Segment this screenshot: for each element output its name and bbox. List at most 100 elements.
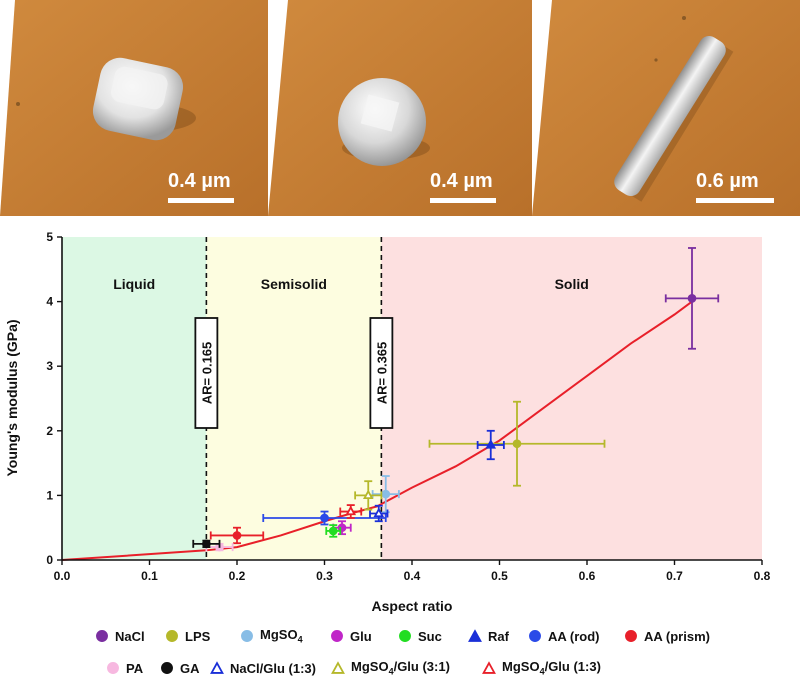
y-tick-label: 3: [46, 359, 53, 373]
legend-marker-icon: [331, 661, 345, 674]
legend-marker-icon: [107, 662, 119, 674]
axes: 0.0 0.1 0.2 0.3 0.4 0.5 0.6 0.7 0.8 0 1 2 3 4 5: [46, 230, 770, 583]
threshold-label: AR= 0.165: [199, 342, 214, 405]
data-marker: [362, 489, 374, 500]
legend-symbol: [331, 661, 345, 674]
legend-label: AA (rod): [548, 628, 600, 644]
legend-item: NaCl: [95, 624, 145, 648]
legend-item: NaCl/Glu (1:3): [210, 656, 316, 680]
scale-bar: [696, 198, 774, 203]
legend-marker-icon: [468, 629, 482, 642]
point-mgso4-glu-3-1-: [354, 480, 383, 511]
legend-item: LPS: [165, 624, 210, 648]
legend-label: PA: [126, 660, 144, 676]
legend-symbol: [529, 630, 541, 642]
y-tick-label: 1: [46, 488, 53, 502]
y-axis-label: Young's modulus (GPa): [4, 319, 20, 476]
legend-marker-icon: [96, 630, 108, 642]
legend-marker-icon: [241, 630, 253, 642]
legend-item: AA (rod): [528, 624, 600, 648]
legend-label: NaCl: [115, 628, 145, 644]
scale-bar: [430, 198, 496, 203]
point-mgso4-glu-1-3-: [339, 504, 363, 519]
legend-label: MgSO4: [260, 627, 303, 645]
legend-item: Suc: [398, 624, 442, 648]
legend-item: Raf: [468, 624, 509, 648]
legend-label: GA: [180, 660, 200, 676]
afm-image-dome: 0.4 µm: [268, 0, 532, 216]
legend-item: AA (prism): [624, 624, 710, 648]
legend-marker-icon: [625, 630, 637, 642]
legend-label: NaCl/Glu (1:3): [230, 660, 316, 676]
legend-symbol: [161, 662, 173, 674]
legend-symbol: [107, 662, 119, 674]
y-tick-label: 4: [46, 295, 53, 309]
x-axis-label: Aspect ratio: [372, 598, 453, 614]
legend-symbol: [241, 630, 253, 642]
legend-item: PA: [106, 656, 143, 680]
legend-row: NaCl LPS MgSO4 Glu Suc Raf AA (rod) AA (prism): [0, 624, 800, 648]
legend-symbol: [96, 630, 108, 642]
afm-image-cube: 0.4 µm: [0, 0, 268, 216]
fit-curve: [61, 300, 693, 561]
x-tick-label: 0.8: [754, 569, 771, 583]
legend-symbol: [399, 630, 411, 642]
legend-item: MgSO4/Glu (3:1): [331, 656, 450, 680]
y-tick-label: 0: [46, 553, 53, 567]
data-marker: [202, 539, 211, 549]
legend-label: Raf: [488, 628, 509, 644]
scale-label: 0.4 µm: [430, 170, 493, 192]
cube-crystal-render: [0, 0, 268, 216]
point-suc: [325, 524, 342, 538]
x-tick-label: 0.7: [666, 569, 683, 583]
point-lps: [428, 400, 606, 487]
legend-item: MgSO4: [240, 624, 303, 648]
data-marker: [232, 531, 242, 540]
legend-label: AA (prism): [644, 628, 710, 644]
x-tick-label: 0.5: [491, 569, 508, 583]
legend-label: MgSO4/Glu (3:1): [351, 659, 450, 677]
region-label: Liquid: [113, 276, 155, 292]
data-marker: [328, 526, 338, 536]
legend-symbol: [468, 629, 482, 642]
data-marker: [381, 489, 391, 499]
y-tick-label: 5: [46, 230, 53, 244]
rod-crystal-render: [532, 0, 800, 216]
legend-label: LPS: [185, 628, 211, 644]
legend-row: PA GA NaCl/Glu (1:3) MgSO4/Glu (3:1) MgSO4/G…: [0, 656, 800, 680]
x-tick-label: 0.4: [404, 569, 421, 583]
legend-marker-icon: [331, 630, 343, 642]
legend-symbol: [166, 630, 178, 642]
point-aa-prism-: [209, 526, 265, 545]
legend-symbol: [482, 661, 496, 674]
data-marker: [485, 439, 497, 449]
x-tick-label: 0.6: [579, 569, 596, 583]
legend-symbol: [331, 630, 343, 642]
scale-bar: [168, 198, 234, 203]
region-label: Semisolid: [261, 276, 327, 292]
legend-label: Glu: [350, 628, 372, 644]
x-tick-label: 0.1: [141, 569, 158, 583]
afm-image-rod: 0.6 µm: [532, 0, 800, 216]
region-liquid: [62, 237, 207, 560]
legend-marker-icon: [482, 661, 496, 674]
point-ga: [192, 539, 221, 549]
legend-marker-icon: [210, 661, 224, 674]
scale-label: 0.4 µm: [168, 170, 231, 192]
point-aa-rod-: [262, 510, 387, 526]
region-solid: [381, 237, 762, 560]
dome-crystal-render: [268, 0, 532, 216]
x-tick-label: 0.3: [316, 569, 333, 583]
threshold-box: [194, 317, 219, 429]
legend-marker-icon: [166, 630, 178, 642]
scale-label: 0.6 µm: [696, 170, 759, 192]
point-nacl: [664, 247, 720, 350]
point-nacl-glu-1-3-: [369, 504, 389, 523]
legend-item: GA: [160, 656, 200, 680]
legend-marker-icon: [399, 630, 411, 642]
data-marker: [345, 505, 357, 516]
fit-curve-line: [61, 300, 693, 561]
y-tick-label: 2: [46, 424, 53, 438]
threshold-lines: AR= 0.165 AR= 0.365: [194, 237, 394, 560]
legend-marker-icon: [161, 662, 173, 674]
